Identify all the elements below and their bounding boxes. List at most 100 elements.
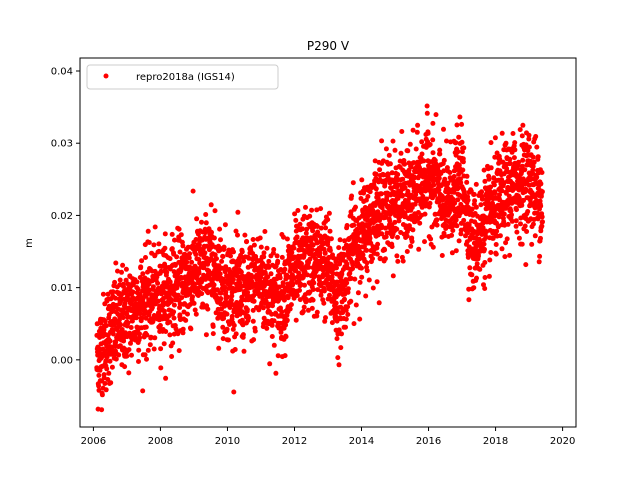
data-point (454, 122, 460, 128)
data-point (148, 334, 154, 340)
data-point (482, 260, 488, 265)
data-point (359, 274, 365, 280)
data-point (264, 325, 270, 331)
data-point (454, 223, 460, 229)
data-point (357, 316, 363, 322)
data-point (522, 223, 528, 229)
data-point (314, 309, 320, 315)
data-point (124, 353, 130, 359)
data-point (481, 282, 486, 288)
data-point (105, 377, 111, 382)
data-point (519, 133, 525, 139)
data-point (347, 270, 353, 276)
data-point (387, 218, 393, 224)
data-point (250, 307, 256, 313)
data-point (167, 332, 173, 338)
data-point (326, 210, 332, 216)
data-point (290, 281, 296, 287)
data-point (267, 361, 273, 367)
data-point (441, 126, 446, 132)
data-point (271, 247, 277, 252)
data-point (357, 279, 363, 285)
data-point (202, 250, 208, 256)
data-point (373, 186, 379, 192)
data-point (481, 241, 487, 247)
data-point (274, 253, 280, 259)
data-point (300, 308, 306, 314)
data-point (197, 260, 203, 266)
data-point (389, 170, 395, 176)
data-point (344, 223, 350, 228)
data-point (427, 142, 433, 147)
data-point (453, 140, 459, 146)
data-point (261, 250, 267, 256)
data-point (458, 231, 464, 237)
data-point (233, 331, 239, 337)
data-point (521, 198, 526, 203)
data-point (235, 232, 240, 238)
data-point (130, 289, 136, 295)
data-point (488, 165, 494, 171)
data-point (241, 348, 247, 354)
data-point (192, 281, 198, 287)
data-point (162, 231, 168, 237)
data-point (473, 181, 479, 187)
data-point (311, 280, 317, 286)
data-point (377, 255, 383, 261)
data-point (189, 259, 195, 265)
data-point (269, 334, 275, 339)
data-point (399, 129, 405, 134)
data-point (227, 305, 233, 310)
data-point (327, 228, 333, 234)
data-point (144, 356, 149, 362)
data-point (353, 204, 358, 210)
data-point (413, 146, 419, 152)
data-point (466, 297, 472, 303)
data-point (424, 110, 430, 116)
data-point (162, 245, 168, 251)
data-point (185, 311, 190, 317)
legend-marker (103, 73, 109, 79)
data-point (372, 158, 378, 164)
x-tick-label: 2018 (483, 436, 508, 447)
data-point (315, 224, 320, 229)
data-point (163, 375, 169, 381)
data-point (269, 311, 275, 317)
data-point (188, 326, 194, 332)
data-point (494, 228, 500, 234)
data-point (455, 197, 461, 203)
data-point (479, 196, 485, 202)
data-point (293, 317, 299, 323)
data-point (269, 322, 275, 328)
data-point (217, 226, 223, 232)
data-point (245, 290, 251, 295)
data-point (526, 136, 532, 142)
data-point (496, 160, 502, 166)
data-point (409, 239, 415, 244)
data-point (203, 220, 209, 226)
data-point (339, 271, 345, 277)
data-point (273, 370, 279, 376)
data-point (364, 268, 370, 274)
data-point (155, 298, 161, 304)
data-point (190, 188, 196, 194)
data-point (512, 147, 518, 153)
data-point (323, 225, 329, 231)
data-point (455, 149, 461, 155)
data-point (176, 281, 181, 287)
data-point (102, 381, 108, 386)
data-point (219, 258, 225, 264)
data-point (288, 302, 294, 308)
data-point (310, 297, 316, 303)
data-point (318, 225, 324, 231)
data-point (167, 279, 173, 285)
data-point (209, 229, 214, 235)
data-point (134, 279, 140, 285)
data-point (516, 195, 522, 201)
data-point (246, 255, 252, 261)
data-point (431, 182, 437, 188)
data-point (363, 293, 369, 299)
data-point (482, 275, 488, 280)
data-point (220, 336, 226, 342)
data-point (299, 226, 305, 232)
